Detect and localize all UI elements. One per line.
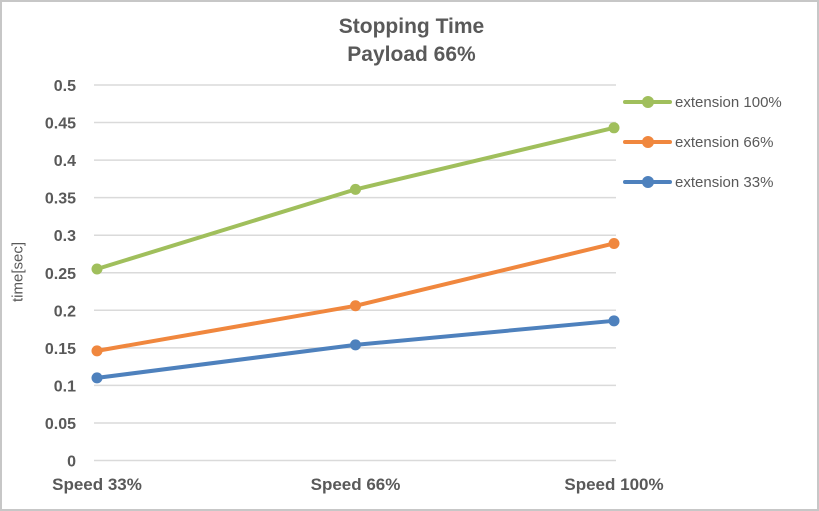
- line-marker-swatch-icon: [623, 130, 672, 154]
- data-point-marker: [91, 345, 103, 357]
- chart-title-line1: Stopping Time: [338, 15, 485, 38]
- data-point-marker: [608, 237, 620, 249]
- y-tick-label: 0.25: [45, 266, 76, 283]
- data-point-marker: [91, 372, 103, 384]
- series-line-extension-100-: [95, 125, 616, 271]
- y-tick-label: 0.4: [54, 153, 76, 170]
- series-line-extension-66-: [95, 241, 616, 353]
- x-tick-label: Speed 100%: [564, 475, 663, 494]
- y-tick-label: 0.3: [54, 228, 76, 245]
- y-tick-label: 0.1: [54, 378, 76, 395]
- legend-label: extension 66%: [675, 133, 774, 151]
- chart-title-line2: Payload 66%: [347, 43, 476, 66]
- y-tick-label: 0.15: [45, 341, 76, 358]
- data-point-marker: [608, 315, 620, 327]
- x-tick-label: Speed 33%: [52, 475, 142, 494]
- y-tick-label: 0.2: [54, 303, 76, 320]
- line-marker-swatch-icon: [623, 90, 672, 114]
- y-tick-label: 0.45: [45, 116, 76, 133]
- data-point-marker: [91, 263, 103, 275]
- legend: extension 100% extension 66% extension 3…: [623, 90, 782, 210]
- data-point-marker: [350, 183, 361, 195]
- y-tick-label: 0.35: [45, 191, 76, 208]
- legend-item-extension-100: extension 100%: [623, 90, 782, 114]
- legend-label: extension 100%: [675, 93, 782, 111]
- line-marker-swatch-icon: [623, 170, 672, 194]
- chart-title: Stopping Time Payload 66%: [2, 13, 817, 69]
- legend-item-extension-66: extension 66%: [623, 130, 782, 154]
- data-point-marker: [350, 300, 361, 312]
- data-point-marker: [350, 339, 361, 351]
- legend-item-extension-33: extension 33%: [623, 170, 782, 194]
- y-tick-label: 0: [67, 454, 76, 471]
- legend-label: extension 33%: [675, 173, 774, 191]
- y-tick-label: 0.5: [54, 78, 76, 95]
- data-point-marker: [608, 122, 620, 134]
- y-tick-label: 0.05: [45, 416, 76, 433]
- x-tick-label: Speed 66%: [311, 475, 401, 494]
